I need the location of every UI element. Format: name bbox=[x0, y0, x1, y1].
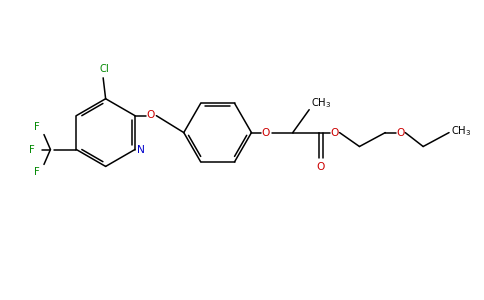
Text: Cl: Cl bbox=[99, 64, 109, 74]
Text: F: F bbox=[33, 167, 39, 177]
Text: O: O bbox=[317, 162, 325, 172]
Text: F: F bbox=[29, 145, 35, 154]
Text: N: N bbox=[137, 145, 145, 154]
Text: O: O bbox=[146, 110, 154, 120]
Text: CH$_3$: CH$_3$ bbox=[451, 125, 472, 139]
Text: O: O bbox=[396, 128, 405, 138]
Text: O: O bbox=[262, 128, 270, 138]
Text: O: O bbox=[330, 128, 338, 138]
Text: CH$_3$: CH$_3$ bbox=[311, 96, 332, 110]
Text: F: F bbox=[33, 122, 39, 132]
